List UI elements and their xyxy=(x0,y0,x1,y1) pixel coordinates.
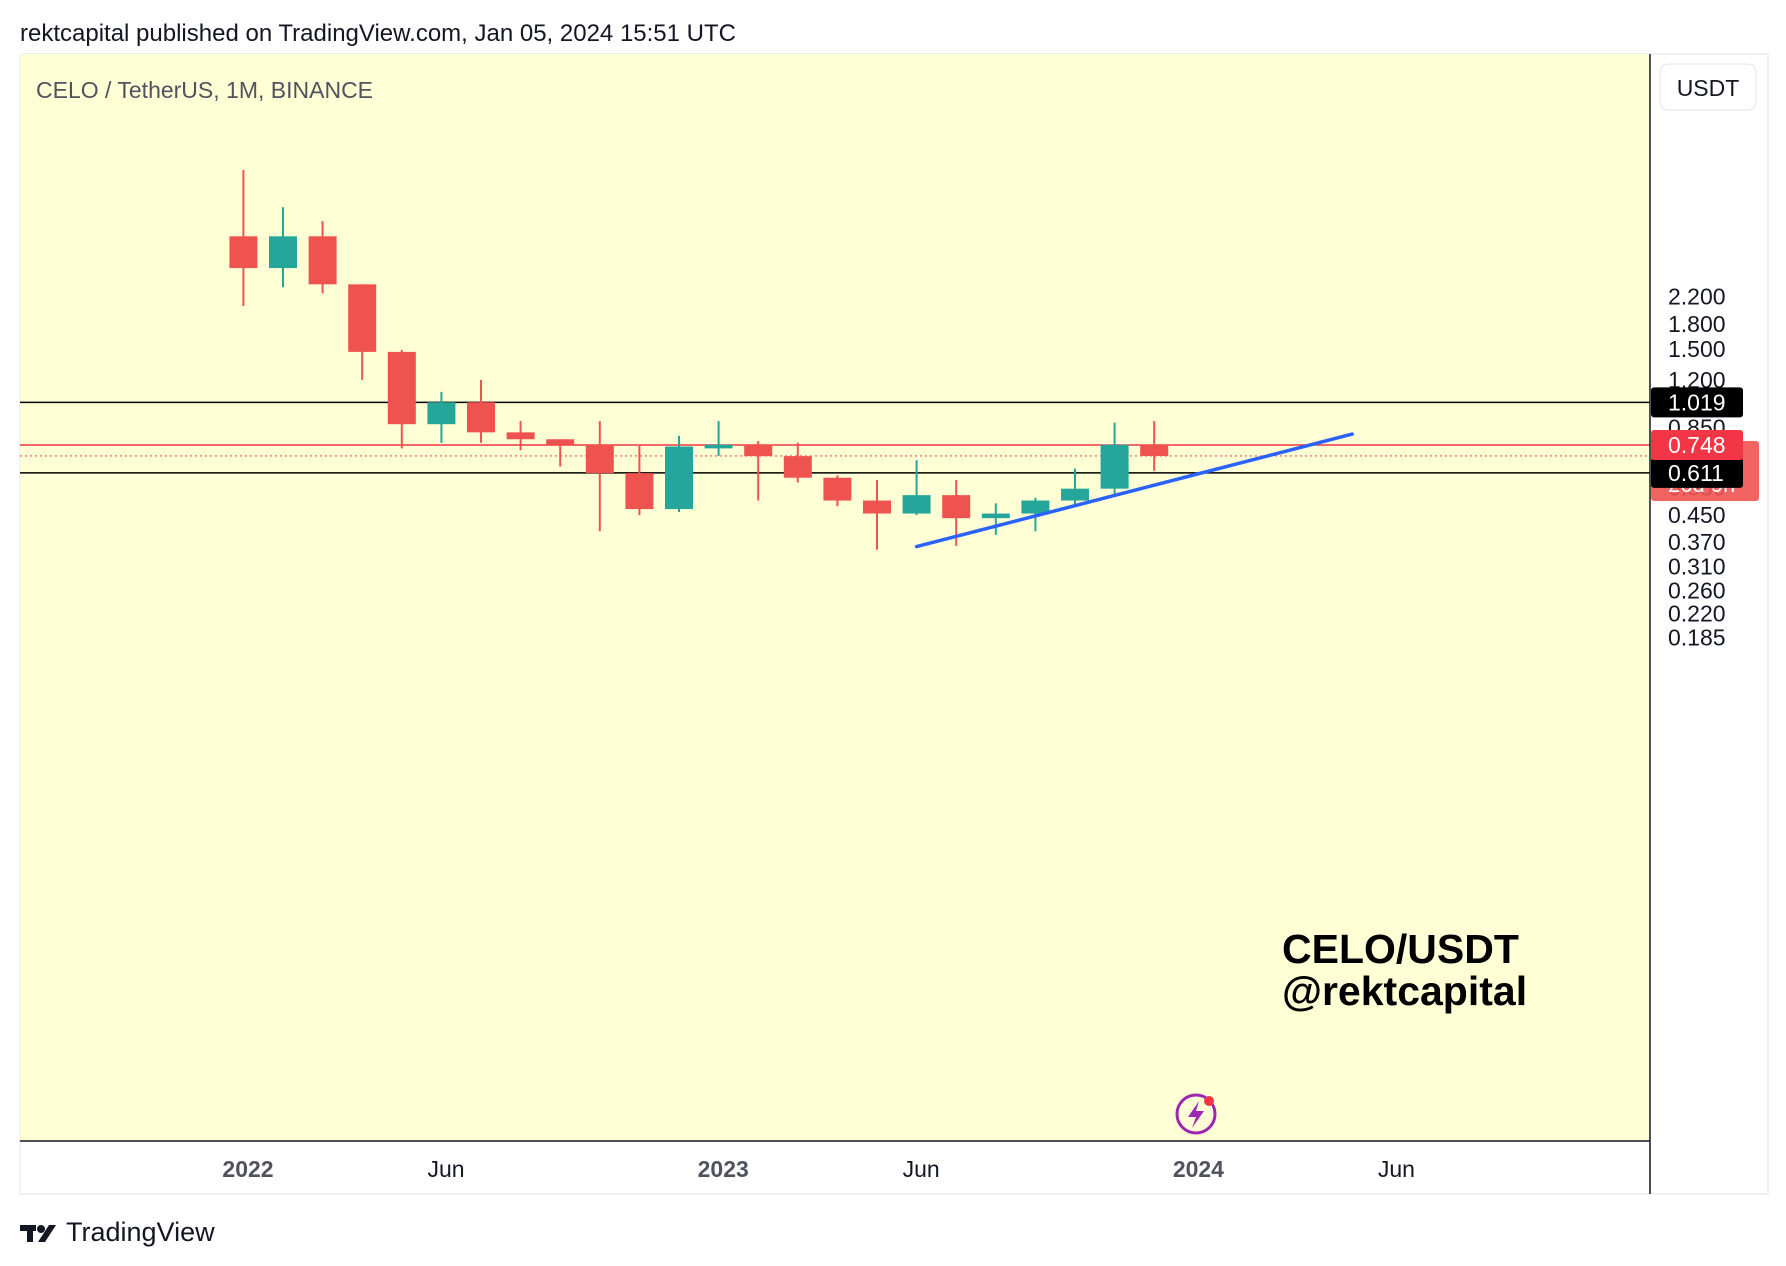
candle-2022-08[interactable] xyxy=(546,439,575,467)
level-tag-label: 0.748 xyxy=(1668,432,1726,458)
candle-2023-07[interactable] xyxy=(981,503,1010,535)
candle-body xyxy=(387,351,416,425)
y-tick-label: 0.220 xyxy=(1668,601,1726,627)
candle-2022-04[interactable] xyxy=(387,350,416,449)
x-tick-label: 2024 xyxy=(1173,1156,1224,1182)
candle-2023-02[interactable] xyxy=(783,442,812,483)
candle-2022-01[interactable] xyxy=(269,207,297,288)
candle-body xyxy=(704,444,733,449)
candle-2022-12[interactable] xyxy=(704,421,733,457)
candle-body xyxy=(427,402,456,425)
candle-body xyxy=(902,495,931,514)
x-tick-label: 2022 xyxy=(222,1156,273,1182)
y-tick-label: 0.370 xyxy=(1668,529,1726,555)
level-tag-label: 0.611 xyxy=(1668,460,1724,486)
candle-body xyxy=(308,236,337,285)
candle-2023-11[interactable] xyxy=(1140,421,1169,471)
candle-2023-03[interactable] xyxy=(823,475,852,507)
publish-info: rektcapital published on TradingView.com… xyxy=(20,20,736,47)
candle-body xyxy=(546,439,575,445)
y-tick-label: 2.200 xyxy=(1668,283,1726,309)
candle-2022-11[interactable] xyxy=(665,435,693,513)
candle-body xyxy=(823,477,852,501)
candle-2022-09[interactable] xyxy=(585,421,614,532)
y-tick-label: 0.185 xyxy=(1668,625,1726,651)
y-tick-label: 0.310 xyxy=(1668,553,1726,579)
x-tick-label: Jun xyxy=(1378,1156,1415,1182)
candle-2023-01[interactable] xyxy=(744,441,773,501)
candle-body xyxy=(625,473,654,510)
currency-label: USDT xyxy=(1677,75,1740,101)
level-tag-label: 1.019 xyxy=(1668,389,1726,415)
y-tick-label: 0.260 xyxy=(1668,578,1726,604)
candle-2022-07[interactable] xyxy=(506,421,535,451)
tradingview-logo-icon xyxy=(20,1224,56,1242)
candle-2023-10[interactable] xyxy=(1100,422,1129,496)
candle-body xyxy=(1021,500,1050,514)
ascending-trendline[interactable] xyxy=(914,432,1354,549)
level-tag-0: 1.019 xyxy=(1651,387,1743,418)
candle-body xyxy=(269,236,297,269)
candle-body xyxy=(744,444,773,457)
candle-2022-05[interactable] xyxy=(427,391,456,443)
candle-body xyxy=(585,444,614,474)
y-tick-label: 1.800 xyxy=(1668,311,1726,337)
candle-body xyxy=(1061,488,1089,501)
levels-layer xyxy=(20,401,1650,474)
x-tick-label: Jun xyxy=(903,1156,940,1182)
x-tick-label: Jun xyxy=(427,1156,464,1182)
candle-2023-09[interactable] xyxy=(1061,468,1089,507)
candles-layer xyxy=(229,170,1169,550)
candle-body xyxy=(783,456,812,478)
watermark-pair: CELO/USDT xyxy=(1282,926,1519,972)
candle-body xyxy=(665,446,693,510)
level-tag-2: 0.748 xyxy=(1651,430,1743,461)
y-tick-label: 1.500 xyxy=(1668,336,1726,362)
symbol-info: CELO / TetherUS, 1M, BINANCE xyxy=(36,77,373,103)
lightning-icon[interactable] xyxy=(1175,1093,1217,1135)
candle-body xyxy=(1140,444,1169,456)
candle-body xyxy=(981,513,1010,519)
candle-2022-10[interactable] xyxy=(625,444,654,516)
trendline-layer[interactable] xyxy=(914,432,1354,549)
candle-2022-02[interactable] xyxy=(308,220,337,294)
candle-2022-03[interactable] xyxy=(348,284,377,380)
watermark-author: @rektcapital xyxy=(1282,968,1527,1014)
footer: TradingView xyxy=(20,1217,215,1248)
plot-background xyxy=(20,54,1650,1141)
candle-2023-05[interactable] xyxy=(902,460,931,516)
candle-body xyxy=(229,236,258,269)
level-tag-1: 0.611 xyxy=(1651,457,1743,488)
candle-body xyxy=(1100,444,1129,489)
candle-body xyxy=(348,284,377,352)
x-tick-label: 2023 xyxy=(698,1156,749,1182)
currency-button[interactable]: USDT xyxy=(1659,63,1757,111)
tradingview-brand: TradingView xyxy=(66,1217,215,1247)
candle-body xyxy=(467,402,495,433)
candle-body xyxy=(942,495,971,519)
candle-body xyxy=(506,432,535,440)
candle-2021-12[interactable] xyxy=(229,170,258,307)
candle-2022-06[interactable] xyxy=(467,379,495,443)
candle-body xyxy=(863,500,891,514)
time-axis[interactable]: 2022 Jun 2023 Jun 2024 Jun xyxy=(222,1156,1415,1182)
y-tick-label: 0.450 xyxy=(1668,502,1726,528)
candle-2023-04[interactable] xyxy=(863,480,891,550)
